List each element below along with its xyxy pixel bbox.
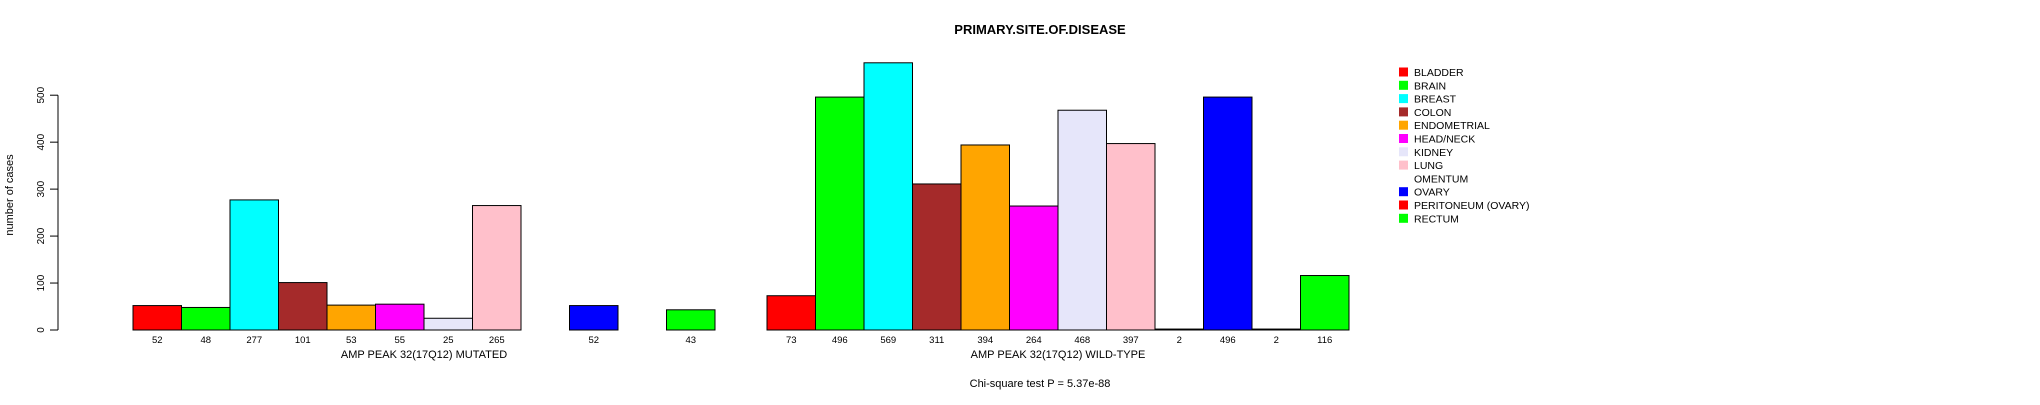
bar-amp-peak-32-17q12-mutated-kidney	[423, 317, 473, 331]
legend-swatch-brain	[1399, 80, 1408, 90]
bar-amp-peak-32-17q12-wild-type-ovary	[1203, 96, 1253, 331]
legend-label-colon: COLON	[1414, 107, 1451, 119]
bar-value-label: 48	[200, 335, 211, 346]
legend-label-omentum: OMENTUM	[1414, 173, 1468, 185]
bar-value-label: 394	[977, 335, 993, 346]
bar-amp-peak-32-17q12-mutated-breast	[229, 199, 279, 331]
bar-value-label: 311	[929, 335, 944, 346]
legend-swatch-ovary	[1399, 187, 1408, 197]
legend-label-lung: LUNG	[1414, 160, 1443, 172]
legend-label-ovary: OVARY	[1414, 187, 1450, 199]
bar-value-label: 101	[295, 335, 311, 346]
bar-value-label: 264	[1026, 335, 1042, 346]
chi-square-footnote: Chi-square test P = 5.37e-88	[970, 378, 1111, 390]
bar-amp-peak-32-17q12-mutated-bladder	[132, 305, 182, 331]
bar-value-label: 116	[1317, 335, 1332, 346]
bar-amp-peak-32-17q12-wild-type-peritoneum-ovary	[1251, 328, 1301, 331]
bar-value-label: 397	[1123, 335, 1139, 346]
bar-amp-peak-32-17q12-wild-type-colon	[912, 183, 962, 331]
legend-label-peritoneum-ovary: PERITONEUM (OVARY)	[1414, 200, 1530, 212]
bar-value-label: 2	[1274, 335, 1279, 346]
bar-amp-peak-32-17q12-wild-type-head-neck	[1009, 205, 1059, 331]
chart-title: PRIMARY.SITE.OF.DISEASE	[954, 22, 1126, 37]
legend-label-kidney: KIDNEY	[1414, 147, 1453, 159]
bar-amp-peak-32-17q12-mutated-lung	[472, 205, 522, 331]
bar-amp-peak-32-17q12-mutated-colon	[278, 282, 328, 331]
legend-swatch-lung	[1399, 160, 1408, 170]
bar-value-label: 2	[1177, 335, 1182, 346]
bar-amp-peak-32-17q12-mutated-brain	[181, 306, 231, 331]
bar-amp-peak-32-17q12-mutated-rectum	[666, 309, 716, 331]
bar-amp-peak-32-17q12-mutated-ovary	[569, 305, 619, 331]
bar-amp-peak-32-17q12-mutated-endometrial	[326, 304, 376, 331]
bar-amp-peak-32-17q12-wild-type-kidney	[1057, 109, 1107, 331]
y-tick-label: 300	[36, 180, 47, 197]
legend-label-head-neck: HEAD/NECK	[1414, 134, 1475, 146]
group-label-mutated: AMP PEAK 32(17Q12) MUTATED	[341, 349, 507, 361]
legend-swatch-omentum	[1399, 173, 1408, 183]
y-tick-label: 0	[36, 327, 47, 333]
legend-label-brain: BRAIN	[1414, 80, 1446, 92]
legend-swatch-kidney	[1399, 147, 1408, 157]
bar-value-label: 265	[489, 335, 505, 346]
legend-swatch-peritoneum-ovary	[1399, 200, 1408, 210]
bar-value-label: 52	[152, 335, 163, 346]
bar-value-label: 569	[880, 335, 896, 346]
bar-value-label: 496	[832, 335, 848, 346]
bar-amp-peak-32-17q12-wild-type-breast	[863, 62, 913, 331]
legend-label-rectum: RECTUM	[1414, 213, 1459, 225]
legend-swatch-bladder	[1399, 67, 1408, 77]
y-axis: 0 100 200 300 400 500	[36, 86, 59, 333]
legend-swatch-colon	[1399, 107, 1408, 117]
y-tick-label: 100	[36, 274, 47, 291]
y-axis-label: number of cases	[4, 154, 16, 236]
bar-value-label: 468	[1074, 335, 1090, 346]
legend-swatch-endometrial	[1399, 120, 1408, 130]
bar-value-label: 55	[394, 335, 405, 346]
bar-value-label: 43	[685, 335, 696, 346]
y-tick-label: 400	[36, 133, 47, 150]
bar-value-label: 277	[246, 335, 262, 346]
bar-amp-peak-32-17q12-wild-type-omentum	[1154, 328, 1204, 331]
bar-amp-peak-32-17q12-wild-type-endometrial	[960, 144, 1010, 331]
y-tick-label: 200	[36, 227, 47, 244]
legend-swatch-head-neck	[1399, 134, 1408, 143]
legend-label-bladder: BLADDER	[1414, 67, 1464, 79]
bar-amp-peak-32-17q12-wild-type-lung	[1106, 143, 1156, 331]
legend-swatch-rectum	[1399, 213, 1408, 223]
y-tick-label: 500	[36, 86, 47, 103]
bar-value-label: 52	[588, 335, 599, 346]
bar-amp-peak-32-17q12-wild-type-rectum	[1300, 275, 1350, 331]
bar-value-label: 25	[443, 335, 454, 346]
bar-value-label: 53	[346, 335, 357, 346]
legend-label-endometrial: ENDOMETRIAL	[1414, 120, 1490, 132]
legend-swatch-breast	[1399, 94, 1408, 104]
group-label-wild-type: AMP PEAK 32(17Q12) WILD-TYPE	[971, 349, 1146, 361]
bar-amp-peak-32-17q12-mutated-head-neck	[375, 303, 425, 331]
bar-amp-peak-32-17q12-wild-type-bladder	[766, 295, 816, 331]
bar-amp-peak-32-17q12-wild-type-brain	[815, 96, 865, 331]
bar-value-label: 496	[1220, 335, 1236, 346]
legend-label-breast: BREAST	[1414, 94, 1457, 106]
bar-value-label: 73	[786, 335, 797, 346]
bars: 52 48 277 101 53 55 25 265 52 43 73 496 569 311 394 264…	[132, 62, 1350, 346]
